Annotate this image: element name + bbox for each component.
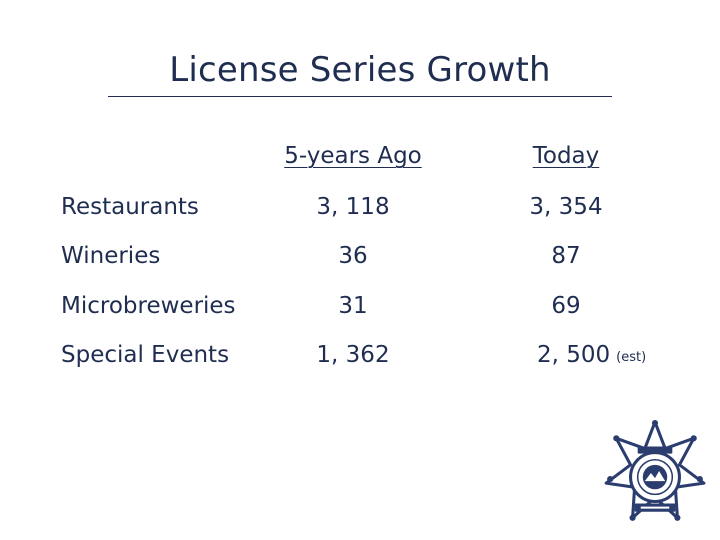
wineries-today: 87	[551, 243, 581, 269]
row-label-restaurants: Restaurants	[61, 194, 199, 220]
microbreweries-today: 69	[551, 293, 581, 319]
column-header-today: Today	[532, 143, 600, 169]
wineries-5-years-ago: 36	[338, 243, 368, 269]
restaurants-today: 3, 354	[529, 194, 603, 220]
microbreweries-5-years-ago: 31	[338, 293, 368, 319]
estimate-note: (est)	[616, 350, 647, 365]
sheriff-star-badge-icon	[604, 420, 706, 521]
title-divider	[108, 96, 612, 97]
special-events-5-years-ago: 1, 362	[316, 342, 390, 368]
page-title: License Series Growth	[169, 50, 551, 90]
restaurants-5-years-ago: 3, 118	[316, 194, 390, 220]
row-label-special-events: Special Events	[61, 342, 230, 368]
row-label-wineries: Wineries	[61, 243, 161, 269]
special-events-today: 2, 500 (est)	[537, 342, 646, 368]
row-label-microbreweries: Microbreweries	[61, 293, 236, 319]
column-header-5-years-ago: 5-years Ago	[284, 143, 422, 169]
special-events-today-value: 2, 500	[537, 342, 611, 368]
